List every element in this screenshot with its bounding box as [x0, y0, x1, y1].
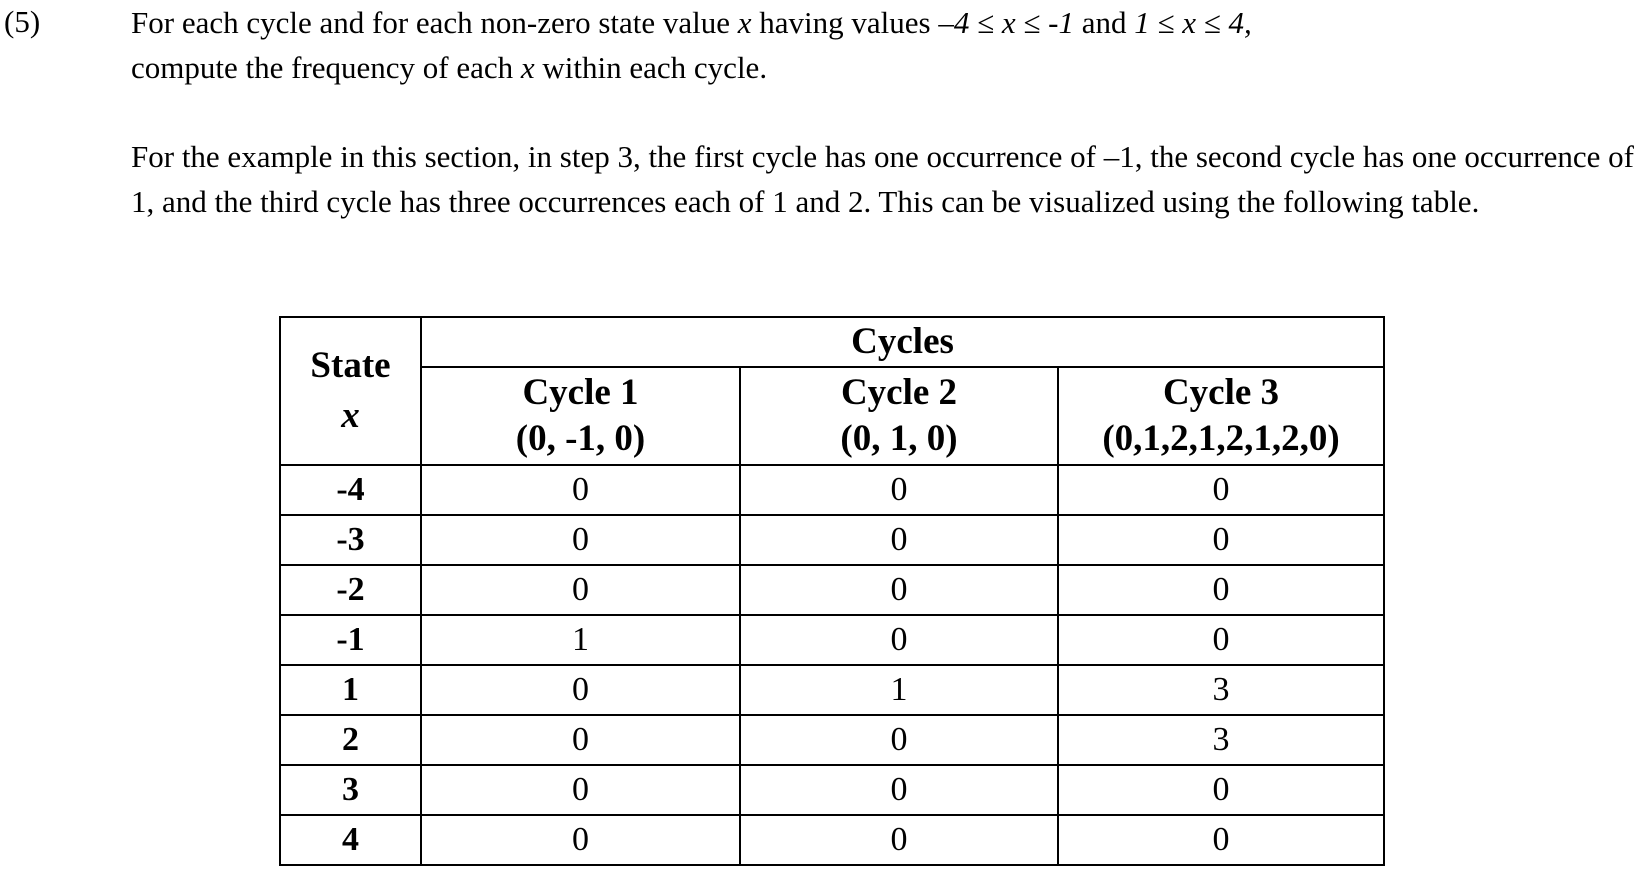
range-positive: 1 ≤ x ≤ 4,: [1134, 5, 1252, 40]
state-cell: 1: [279, 664, 422, 716]
value-cell: 0: [1056, 564, 1386, 616]
value-cell: 0: [420, 764, 741, 816]
value-cell: 1: [420, 614, 741, 666]
text-run: For each cycle and for each non-zero sta…: [131, 5, 738, 40]
value-cell: 0: [420, 564, 741, 616]
table-row: 3 0 0 0: [279, 764, 1386, 816]
table-row: 2 0 0 3: [279, 714, 1386, 766]
table-row: -3 0 0 0: [279, 514, 1386, 566]
value-cell: 3: [1056, 714, 1386, 766]
state-cell: -4: [279, 464, 422, 516]
table-row: 4 0 0 0: [279, 814, 1386, 866]
state-cell: -3: [279, 514, 422, 566]
value-cell: 0: [739, 564, 1059, 616]
variable-x: x: [520, 50, 535, 85]
cycle-name: Cycle 3: [1162, 372, 1280, 413]
cycle-name: Cycle 2: [840, 372, 958, 413]
frequency-table: State x Cycles Cycle 1 (0, -1, 0) Cycle …: [279, 316, 1386, 866]
text-run: having values: [751, 5, 939, 40]
text-run: compute the frequency of each: [131, 50, 521, 85]
state-header-variable: x: [341, 395, 360, 436]
value-cell: 0: [739, 714, 1059, 766]
table-row: 1 0 1 3: [279, 664, 1386, 716]
cycle-3-header: Cycle 3 (0,1,2,1,2,1,2,0): [1056, 366, 1386, 466]
value-cell: 0: [739, 614, 1059, 666]
table-row: -2 0 0 0: [279, 564, 1386, 616]
value-cell: 0: [420, 464, 741, 516]
text-run: and: [1074, 5, 1135, 40]
range-negative: –4 ≤ x ≤ -1: [938, 5, 1074, 40]
cycle-sequence: (0, -1, 0): [515, 418, 646, 459]
value-cell: 0: [420, 664, 741, 716]
value-cell: 0: [420, 814, 741, 866]
text-run: within each cycle.: [534, 50, 768, 85]
cycle-sequence: (0,1,2,1,2,1,2,0): [1102, 418, 1340, 459]
value-cell: 0: [1056, 814, 1386, 866]
state-cell: -1: [279, 614, 422, 666]
paragraph-example: For the example in this section, in step…: [131, 139, 1634, 219]
value-cell: 0: [420, 514, 741, 566]
value-cell: 0: [739, 514, 1059, 566]
step-number: (5): [4, 4, 41, 39]
state-cell: -2: [279, 564, 422, 616]
cycle-1-header: Cycle 1 (0, -1, 0): [420, 366, 741, 466]
value-cell: 0: [1056, 464, 1386, 516]
value-cell: 0: [420, 714, 741, 766]
value-cell: 1: [739, 664, 1059, 716]
value-cell: 0: [1056, 514, 1386, 566]
cycles-group-header: Cycles: [419, 316, 1386, 368]
state-cell: 2: [279, 714, 422, 766]
state-column-header: State x: [279, 316, 422, 466]
state-cell: 3: [279, 764, 422, 816]
paragraph-instruction: For each cycle and for each non-zero sta…: [131, 0, 1646, 90]
state-header-label: State: [310, 345, 391, 386]
value-cell: 0: [1056, 614, 1386, 666]
cycle-2-header: Cycle 2 (0, 1, 0): [739, 366, 1059, 466]
value-cell: 3: [1056, 664, 1386, 716]
table-row: -4 0 0 0: [279, 464, 1386, 516]
value-cell: 0: [739, 764, 1059, 816]
value-cell: 0: [739, 464, 1059, 516]
cycle-name: Cycle 1: [522, 372, 639, 413]
table-row: -1 1 0 0: [279, 614, 1386, 666]
value-cell: 0: [1056, 764, 1386, 816]
cycle-sequence: (0, 1, 0): [840, 418, 958, 459]
value-cell: 0: [739, 814, 1059, 866]
state-cell: 4: [279, 814, 422, 866]
variable-x: x: [737, 5, 752, 40]
